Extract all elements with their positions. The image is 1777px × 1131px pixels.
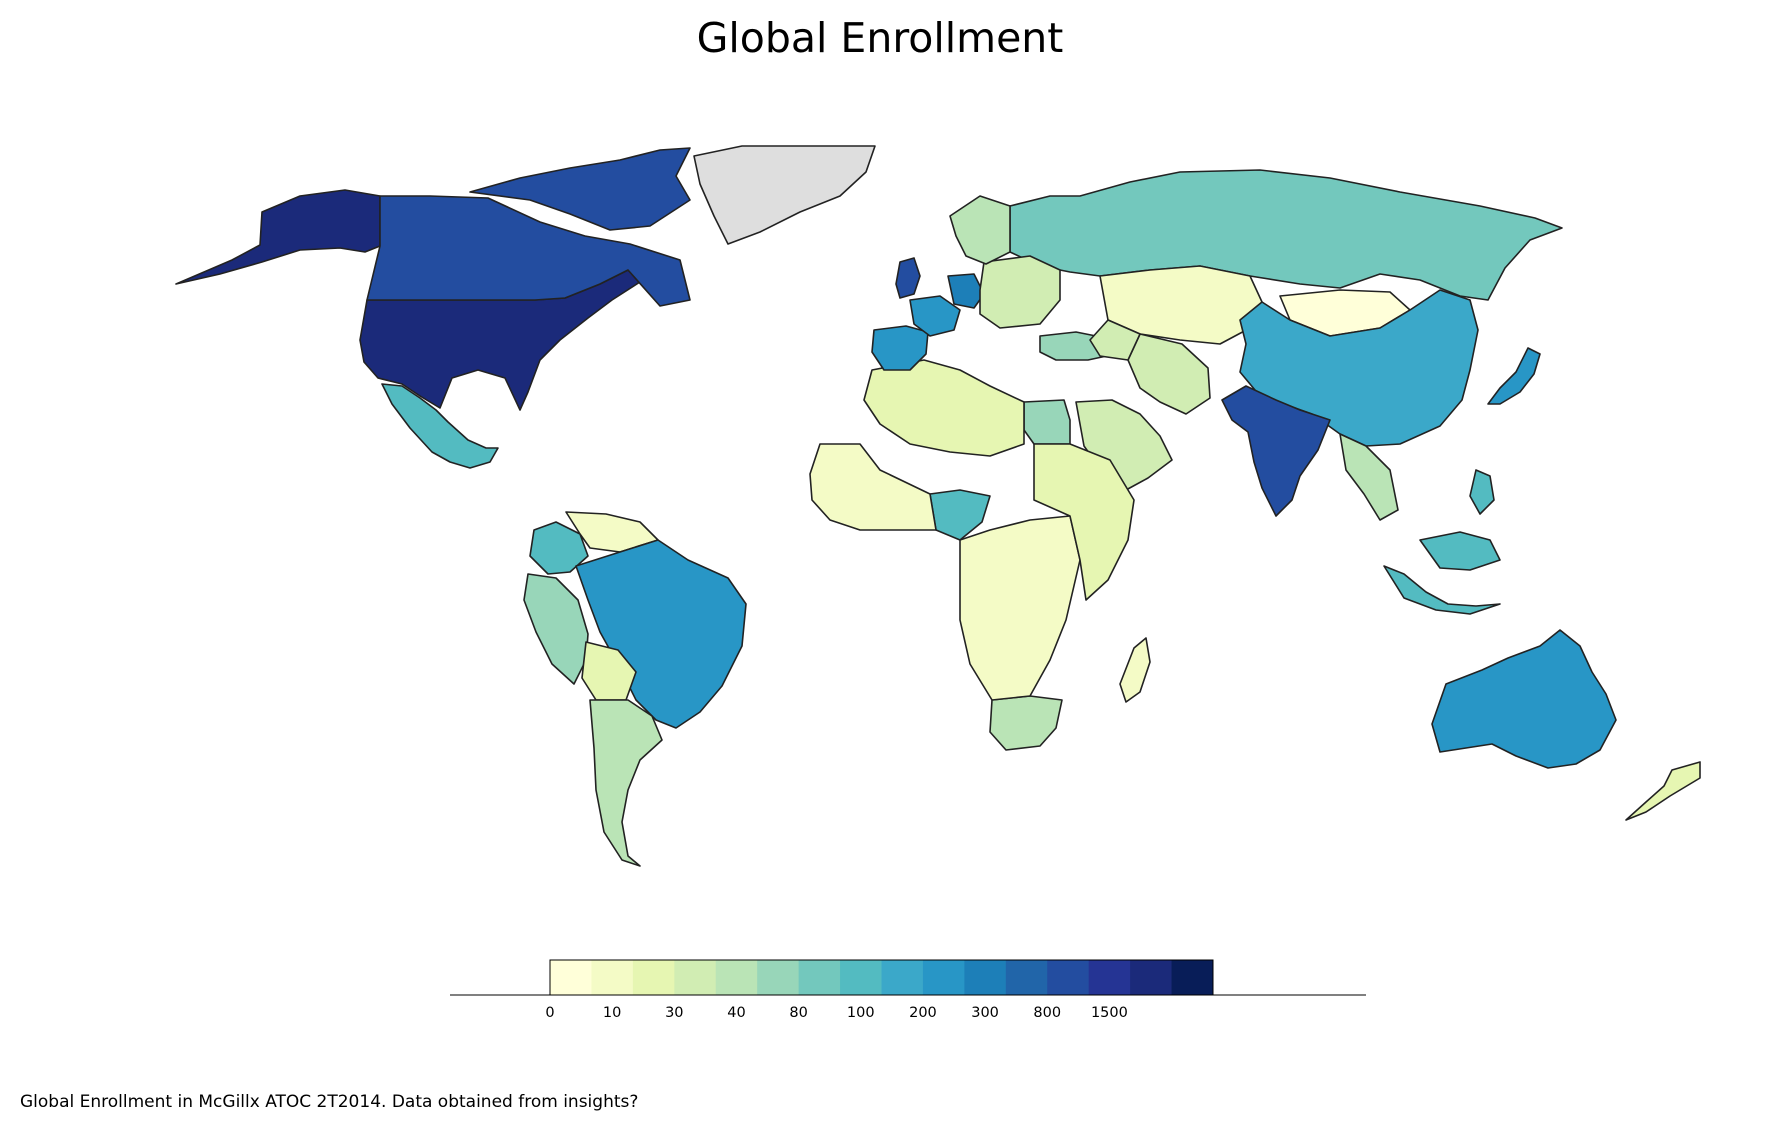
colorbar-cell: [798, 960, 841, 995]
region-west-africa: [809, 443, 937, 531]
colorbar-tick-label: 800: [1033, 1005, 1061, 1021]
colorbar-cell: [715, 960, 758, 995]
region-philippines: [1469, 469, 1495, 515]
countries-layer: [175, 145, 1701, 867]
colorbar-cell: [1171, 960, 1214, 995]
colorbar-tick-label: 80: [789, 1005, 807, 1021]
region-central-africa: [959, 515, 1081, 701]
region-japan: [1487, 347, 1541, 405]
region-canada: [366, 195, 691, 307]
colorbar-cell: [1130, 960, 1173, 995]
caption: Global Enrollment in McGillx ATOC 2T2014…: [20, 1092, 639, 1112]
region-greenland: [693, 145, 876, 245]
region-colombia: [529, 521, 589, 575]
colorbar-cell: [550, 960, 592, 995]
colorbar-cell: [881, 960, 924, 995]
region-canadian-arctic: [469, 147, 691, 231]
region-southeast-asia: [1339, 433, 1399, 521]
region-mexico: [381, 383, 499, 469]
colorbar-cell: [840, 960, 882, 995]
region-middle-asia: [1089, 319, 1141, 361]
colorbar-cell: [757, 960, 800, 995]
colorbar-cell: [922, 960, 965, 995]
region-russia: [1009, 169, 1563, 301]
colorbar-tick-label: 100: [847, 1005, 875, 1021]
colorbar-cell: [1088, 960, 1131, 995]
colorbar-cell: [1005, 960, 1048, 995]
region-scandinavia: [949, 195, 1011, 265]
region-peru: [523, 573, 589, 685]
colorbar-tick-label: 1500: [1091, 1005, 1128, 1021]
colorbar-cell: [674, 960, 717, 995]
region-madagascar: [1119, 637, 1151, 703]
colorbar-cell: [964, 960, 1007, 995]
region-france: [909, 295, 961, 337]
region-australia: [1431, 629, 1617, 769]
region-new-zealand: [1625, 761, 1701, 821]
region-south-africa: [989, 695, 1063, 751]
region-libya-algeria-region: [863, 359, 1025, 457]
region-borneo-png: [1419, 531, 1501, 571]
colorbar-cell: [591, 960, 634, 995]
region-east-africa: [1033, 443, 1135, 601]
region-india: [1221, 385, 1331, 517]
colorbar-tick-label: 300: [971, 1005, 999, 1021]
region-china: [1239, 289, 1479, 447]
region-spain: [871, 325, 929, 371]
colorbar-tick-label: 40: [727, 1005, 745, 1021]
region-argentina: [589, 699, 663, 867]
region-indonesia: [1383, 565, 1501, 615]
region-germany: [947, 273, 985, 309]
colorbar-tick-label: 0: [545, 1005, 554, 1021]
region-europe-east: [979, 255, 1061, 329]
colorbar-tick-label: 10: [603, 1005, 621, 1021]
map-title: Global Enrollment: [696, 14, 1064, 62]
colorbar-cell: [632, 960, 675, 995]
region-iran: [1127, 333, 1211, 415]
colorbar-tick-label: 30: [665, 1005, 683, 1021]
region-united-kingdom: [895, 257, 921, 299]
region-egypt: [1023, 399, 1071, 445]
colorbar: 0 10 30 40 80 100 200 300 800 1500: [450, 959, 1366, 1021]
colorbar-tick-label: 200: [909, 1005, 937, 1021]
region-alaska: [175, 189, 381, 285]
colorbar-cell: [1047, 960, 1090, 995]
